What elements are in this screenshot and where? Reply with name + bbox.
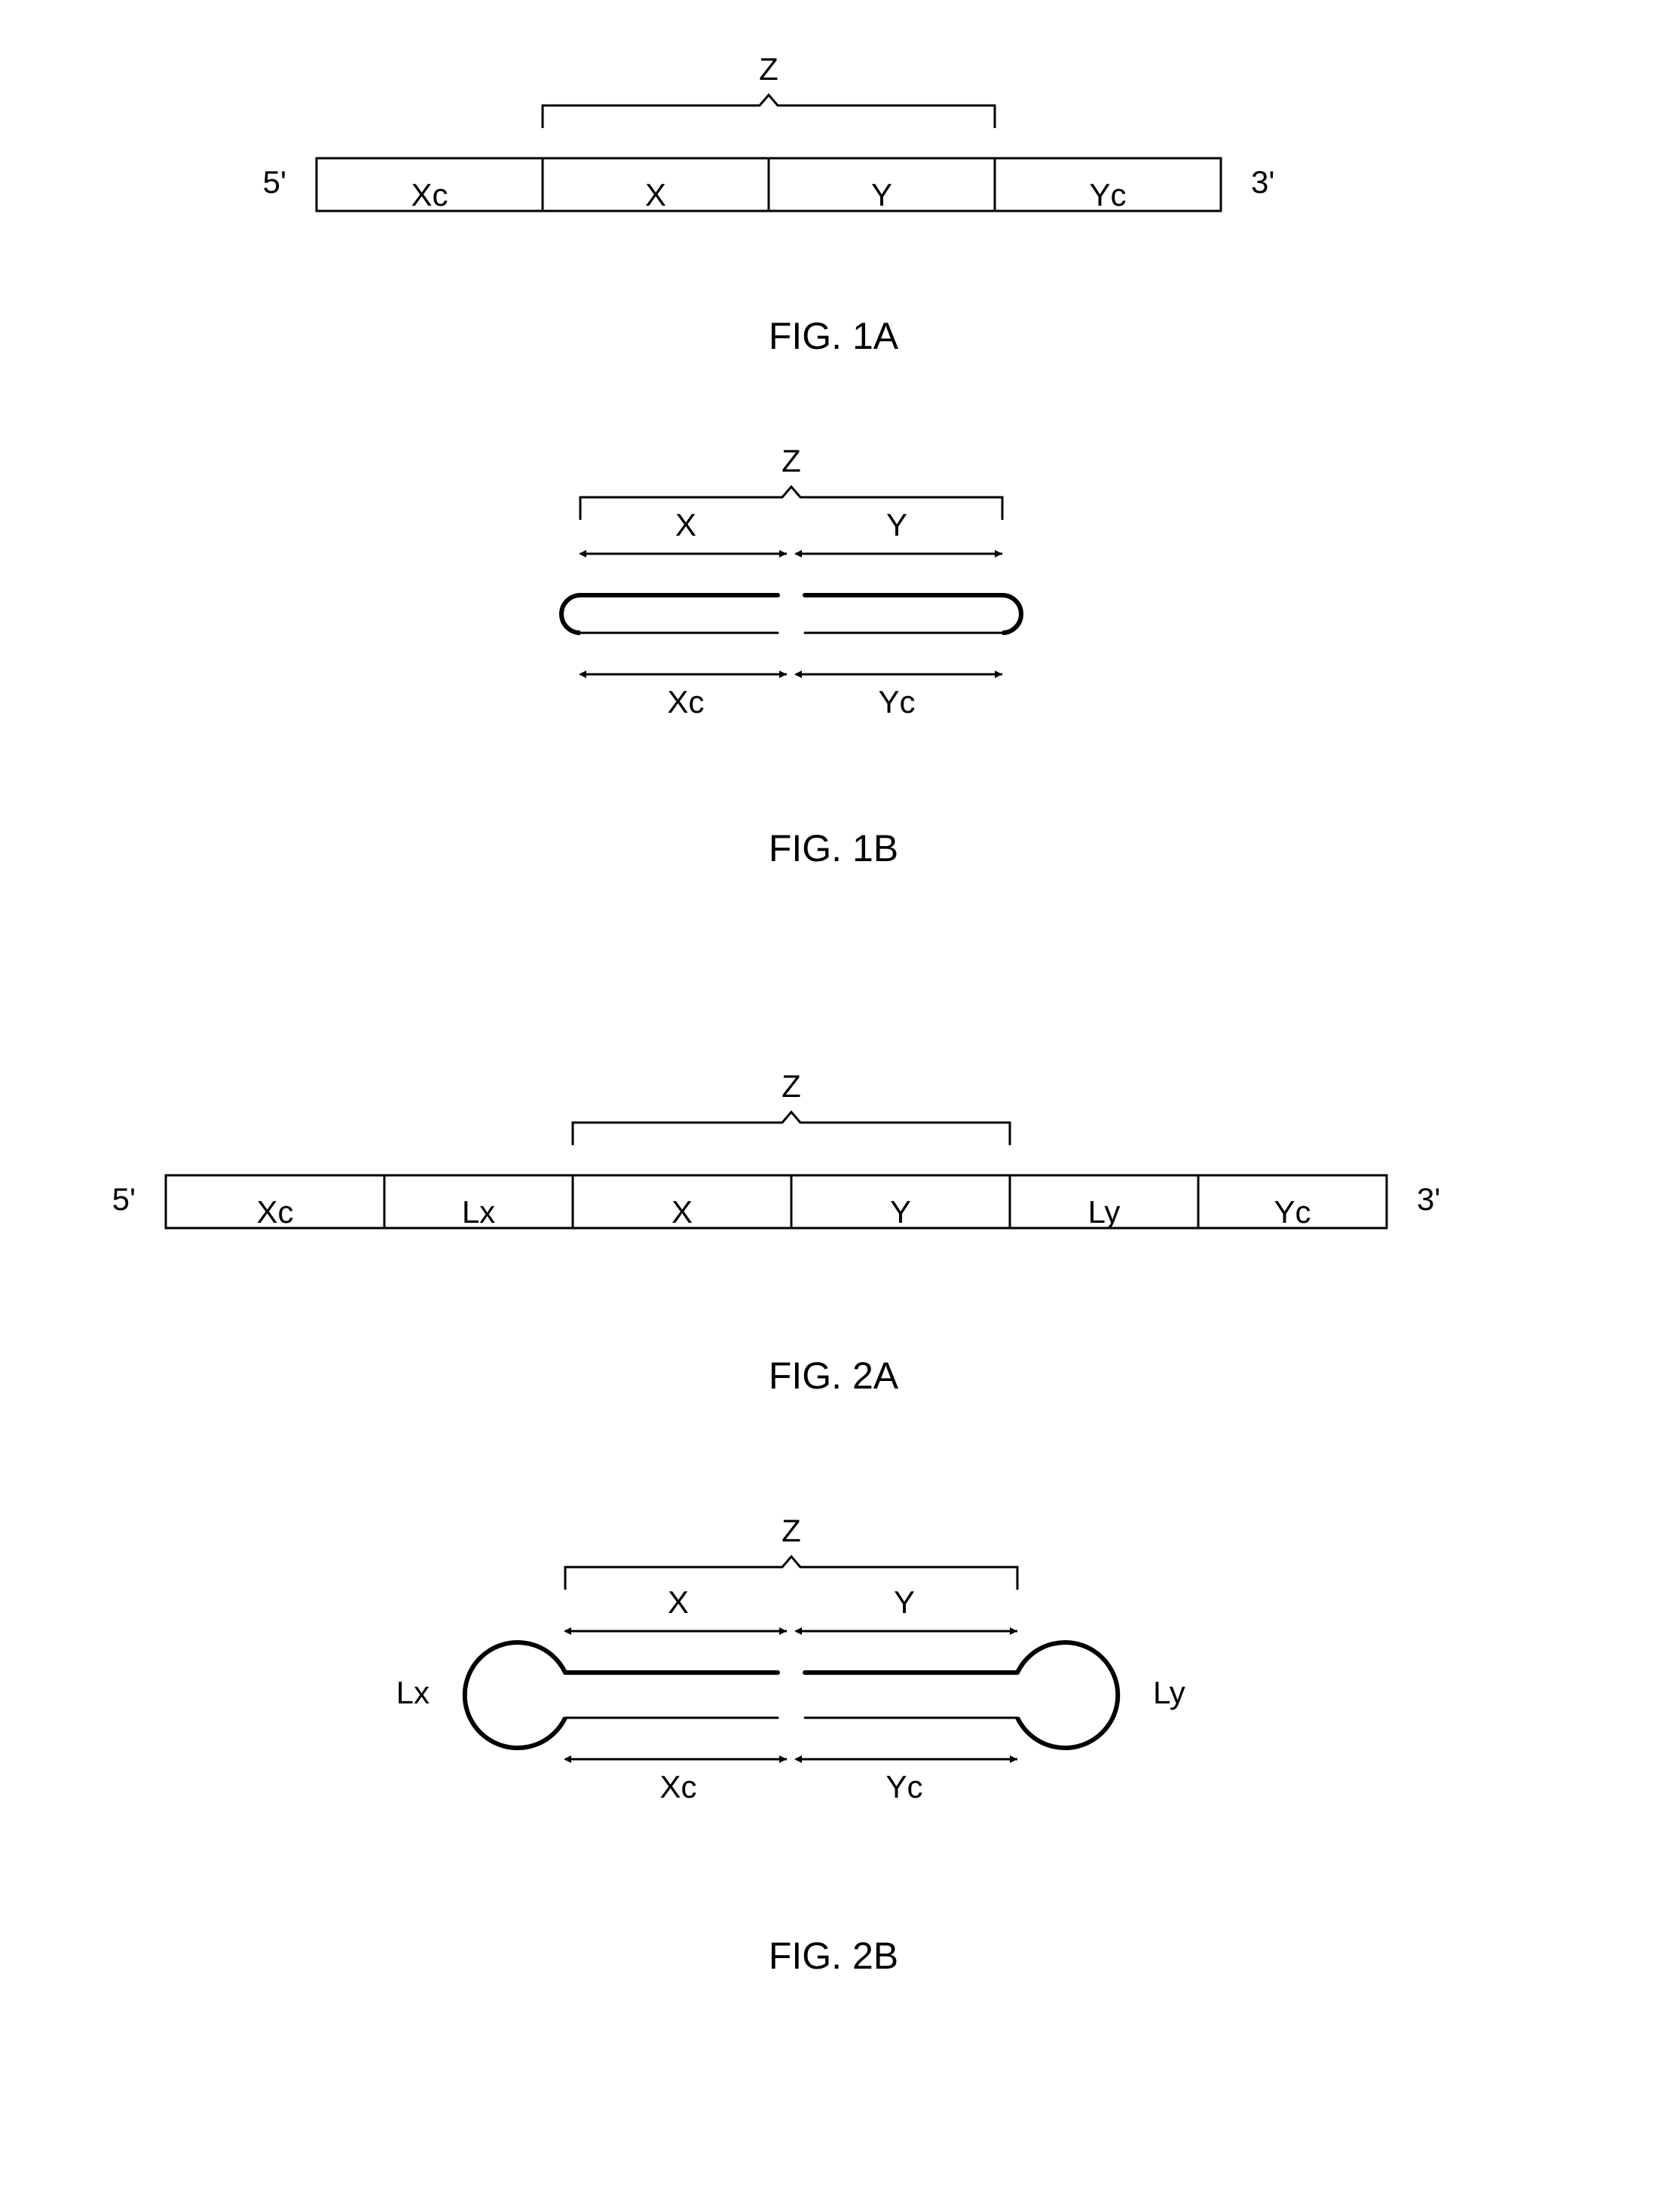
fig2b-x-label: X [668,1584,689,1620]
fig2a-5prime: 5' [112,1181,136,1217]
fig2a-seg-Yc: Yc [1274,1194,1311,1230]
fig2b-ly-label: Ly [1153,1675,1185,1710]
fig2b-caption: FIG. 2B [769,1935,898,1977]
fig1b-cap-right [1002,595,1021,633]
fig1b-x-label: X [675,507,696,542]
fig2a-z-label: Z [782,1068,801,1104]
fig2b-loop-ly [1017,1642,1118,1748]
fig1a-5prime: 5' [263,164,286,200]
fig1a-3prime: 3' [1251,164,1274,200]
fig1a-seg-Xc: Xc [411,177,448,212]
fig2b-y-label: Y [894,1584,915,1620]
fig2a-z-bracket [573,1112,1010,1145]
fig1b-y-label: Y [886,507,907,542]
fig2a-seg-Lx: Lx [462,1194,495,1230]
fig1b-yc-label: Yc [878,684,915,720]
fig1a-seg-Y: Y [871,177,892,212]
fig2a-caption: FIG. 2A [769,1355,899,1397]
fig2a-seg-Y: Y [890,1194,911,1230]
fig2b-loop-lx [465,1642,565,1748]
diagram-canvas: Xc X Y Yc 5' 3' Z FIG. 1A X Y Xc Yc Z FIG. 1B Xc Lx X Y Ly… [0,0,1667,2212]
fig1a-seg-Yc: Yc [1089,177,1126,212]
fig2a-bar [166,1175,1387,1228]
fig2b-z-bracket [565,1557,1017,1590]
fig2b-z-label: Z [782,1513,801,1548]
fig2a-seg-Ly: Ly [1088,1194,1121,1230]
fig1a-z-bracket [543,95,995,128]
fig1a-z-label: Z [759,51,778,87]
fig1b-z-label: Z [782,443,801,478]
fig2a-seg-X: X [671,1194,693,1230]
fig1a-seg-X: X [645,177,666,212]
fig2b-lx-label: Lx [396,1675,430,1710]
fig2a-seg-Xc: Xc [256,1194,293,1230]
fig1b-xc-label: Xc [667,684,704,720]
fig2b-xc-label: Xc [659,1769,696,1804]
fig2a-3prime: 3' [1417,1181,1440,1217]
page: Xc X Y Yc 5' 3' Z FIG. 1A X Y Xc Yc Z FIG. 1B Xc Lx X Y Ly… [0,0,1667,2212]
fig1b-cap-left [561,595,580,633]
fig2b-yc-label: Yc [885,1769,922,1804]
fig1b-z-bracket [580,487,1002,520]
fig1a-caption: FIG. 1A [769,315,899,357]
fig1b-caption: FIG. 1B [769,827,898,869]
